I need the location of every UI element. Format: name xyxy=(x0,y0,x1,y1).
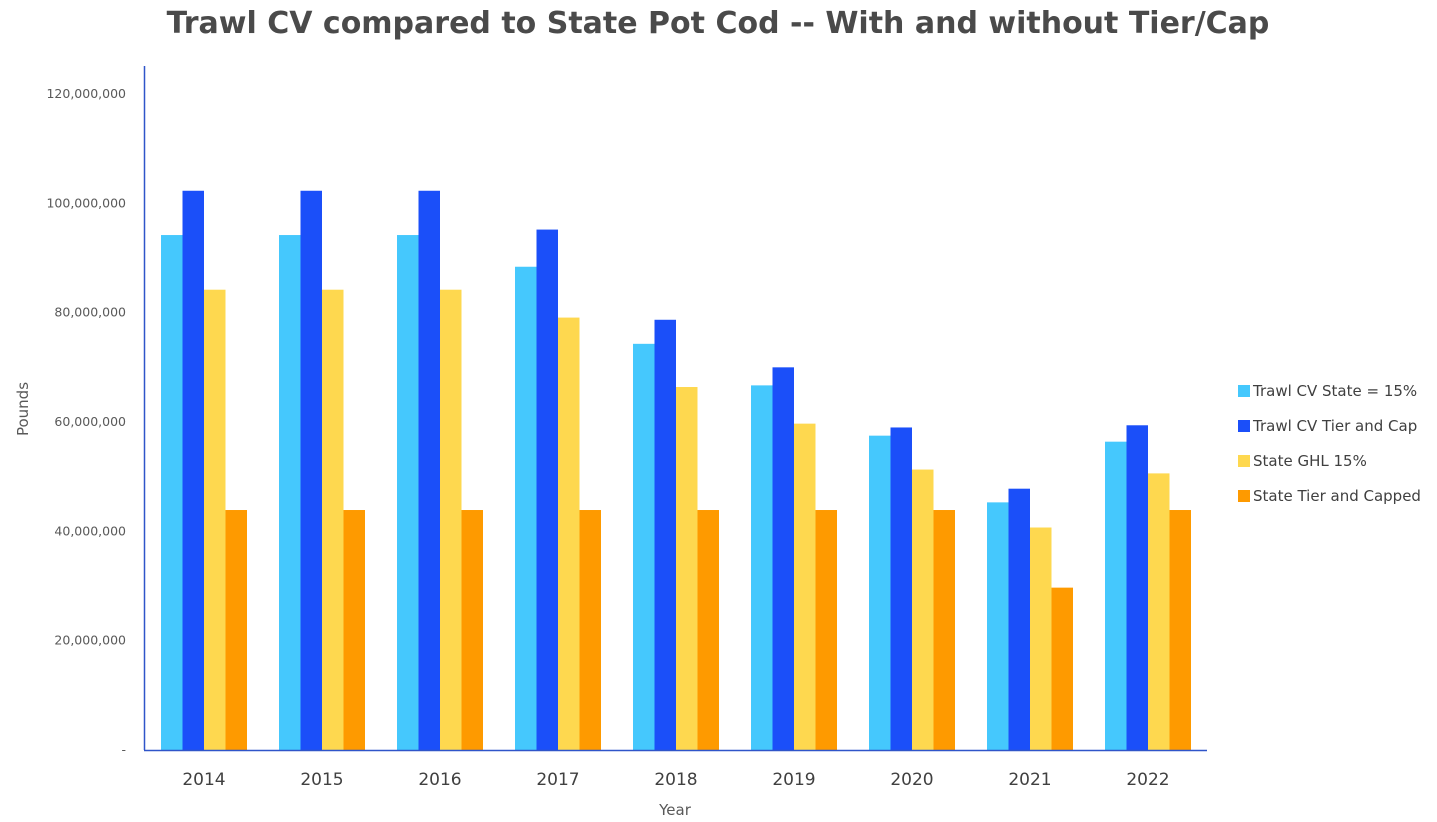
bar xyxy=(225,510,247,750)
bar xyxy=(440,289,462,750)
bar xyxy=(676,387,698,750)
bar xyxy=(397,235,419,751)
bar xyxy=(1030,527,1052,750)
bar xyxy=(579,510,601,750)
chart-title: Trawl CV compared to State Pot Cod -- Wi… xyxy=(167,6,1270,41)
y-tick-label: 120,000,000 xyxy=(46,86,126,101)
bar xyxy=(933,510,955,750)
bar xyxy=(697,510,719,750)
legend-swatch xyxy=(1238,455,1250,467)
bar xyxy=(515,266,537,750)
legend-swatch xyxy=(1238,385,1250,397)
legend-swatch xyxy=(1238,420,1250,432)
bar xyxy=(869,435,891,750)
bar xyxy=(654,319,676,750)
x-tick-label: 2015 xyxy=(300,770,343,790)
bar xyxy=(461,510,483,750)
x-tick-label: 2021 xyxy=(1008,770,1051,790)
legend-label: Trawl CV State = 15% xyxy=(1252,382,1417,400)
bar-series-group xyxy=(161,190,1191,751)
y-tick-label: 40,000,000 xyxy=(54,523,126,538)
legend-item: Trawl CV Tier and Cap xyxy=(1238,417,1417,435)
x-tick-label: 2018 xyxy=(654,770,697,790)
bar xyxy=(204,289,226,750)
bar xyxy=(161,235,183,751)
x-tick-label: 2017 xyxy=(536,770,579,790)
bar xyxy=(1169,510,1191,750)
bar xyxy=(633,343,655,750)
bar xyxy=(987,502,1009,750)
bar xyxy=(279,235,301,751)
bar xyxy=(751,385,773,750)
y-tick-label: 60,000,000 xyxy=(54,414,126,429)
bar xyxy=(536,229,558,750)
bar xyxy=(815,510,837,750)
x-tick-label: 2022 xyxy=(1126,770,1169,790)
bar xyxy=(794,423,816,750)
bar xyxy=(343,510,365,750)
bar xyxy=(890,427,912,750)
x-tick-label: 2019 xyxy=(772,770,815,790)
bar xyxy=(912,469,934,750)
y-tick-label: - xyxy=(121,742,126,757)
x-tick-label: 2016 xyxy=(418,770,461,790)
y-tick-label: 20,000,000 xyxy=(54,633,126,648)
bar xyxy=(300,190,322,750)
bar xyxy=(1148,473,1170,750)
bar xyxy=(182,190,204,750)
bar xyxy=(322,289,344,750)
legend-label: Trawl CV Tier and Cap xyxy=(1252,417,1417,435)
legend-item: State GHL 15% xyxy=(1238,452,1367,470)
bar xyxy=(558,317,580,750)
legend-swatch xyxy=(1238,490,1250,502)
bar xyxy=(1008,488,1030,750)
y-tick-label: 100,000,000 xyxy=(46,195,126,210)
x-axis-ticks: 2014 2015 2016 2017 2018 2019 2020 2021 2022 xyxy=(182,770,1169,790)
bar xyxy=(1126,425,1148,750)
bar xyxy=(418,190,440,750)
y-tick-label: 80,000,000 xyxy=(54,305,126,320)
legend-label: State GHL 15% xyxy=(1253,452,1367,470)
x-tick-label: 2020 xyxy=(890,770,933,790)
bar xyxy=(772,367,794,750)
x-axis-label: Year xyxy=(658,801,692,819)
legend-item: Trawl CV State = 15% xyxy=(1238,382,1417,400)
y-axis-label: Pounds xyxy=(14,382,32,436)
y-axis-ticks: - 20,000,000 40,000,000 60,000,000 80,000,00… xyxy=(46,86,126,757)
bar xyxy=(1051,587,1073,750)
legend-item: State Tier and Capped xyxy=(1238,487,1421,505)
bar xyxy=(1105,441,1127,750)
x-tick-label: 2014 xyxy=(182,770,225,790)
legend-label: State Tier and Capped xyxy=(1253,487,1421,505)
chart-legend: Trawl CV State = 15% Trawl CV Tier and Ca… xyxy=(1238,382,1421,505)
